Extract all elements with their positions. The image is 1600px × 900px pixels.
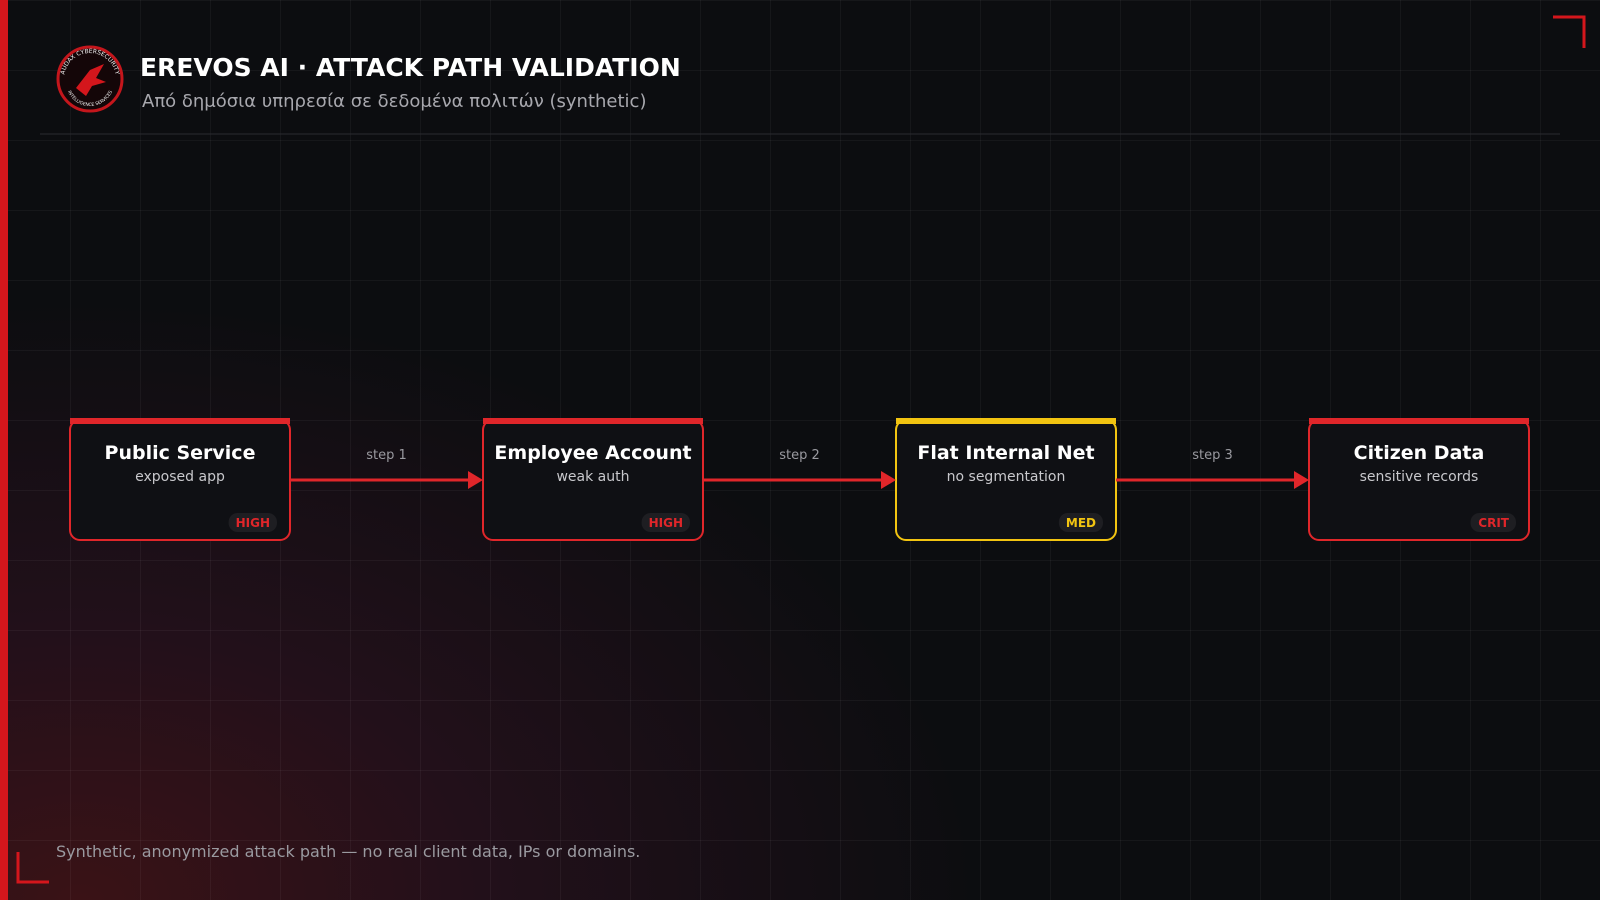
node-sublabel: sensitive records (1360, 469, 1479, 485)
severity-badge-text: MED (1066, 516, 1096, 530)
accent-bar (0, 0, 8, 900)
edge-arrowhead (1294, 471, 1309, 489)
node-topbar (70, 418, 290, 424)
logo-bird (76, 64, 106, 96)
edge-arrowhead (881, 471, 896, 489)
node-sublabel: exposed app (135, 469, 225, 485)
severity-badge (1470, 513, 1516, 532)
severity-badge-text: HIGH (649, 516, 683, 530)
logo: AUDAX CYBERSECURITY INTELLIGENCE SERVICE… (56, 45, 124, 113)
node-label: Citizen Data (1354, 442, 1485, 464)
edge-label: step 2 (779, 448, 820, 463)
node-topbar (1309, 418, 1529, 424)
node-topbar (896, 418, 1116, 424)
node-topbar (483, 418, 703, 424)
title: EREVOS AI · ATTACK PATH VALIDATION (140, 53, 681, 82)
corner-bracket (1553, 15, 1586, 48)
edge-arrowhead (468, 471, 483, 489)
footer-note: Synthetic, anonymized attack path — no r… (56, 842, 640, 861)
corner-bracket (16, 852, 49, 884)
subtitle: Από δημόσια υπηρεσία σε δεδομένα πολιτών… (142, 91, 646, 112)
node-label: Public Service (105, 442, 256, 464)
node-label: Employee Account (494, 442, 691, 464)
severity-badge (228, 513, 277, 532)
edge-label: step 1 (366, 448, 407, 463)
severity-badge (1058, 513, 1103, 532)
node-sublabel: weak auth (556, 469, 629, 485)
severity-badge (641, 513, 690, 532)
edge-label: step 3 (1192, 448, 1233, 463)
node-label: Flat Internal Net (917, 442, 1094, 464)
node-sublabel: no segmentation (947, 469, 1066, 485)
severity-badge-text: HIGH (236, 516, 270, 530)
severity-badge-text: CRIT (1478, 516, 1510, 530)
